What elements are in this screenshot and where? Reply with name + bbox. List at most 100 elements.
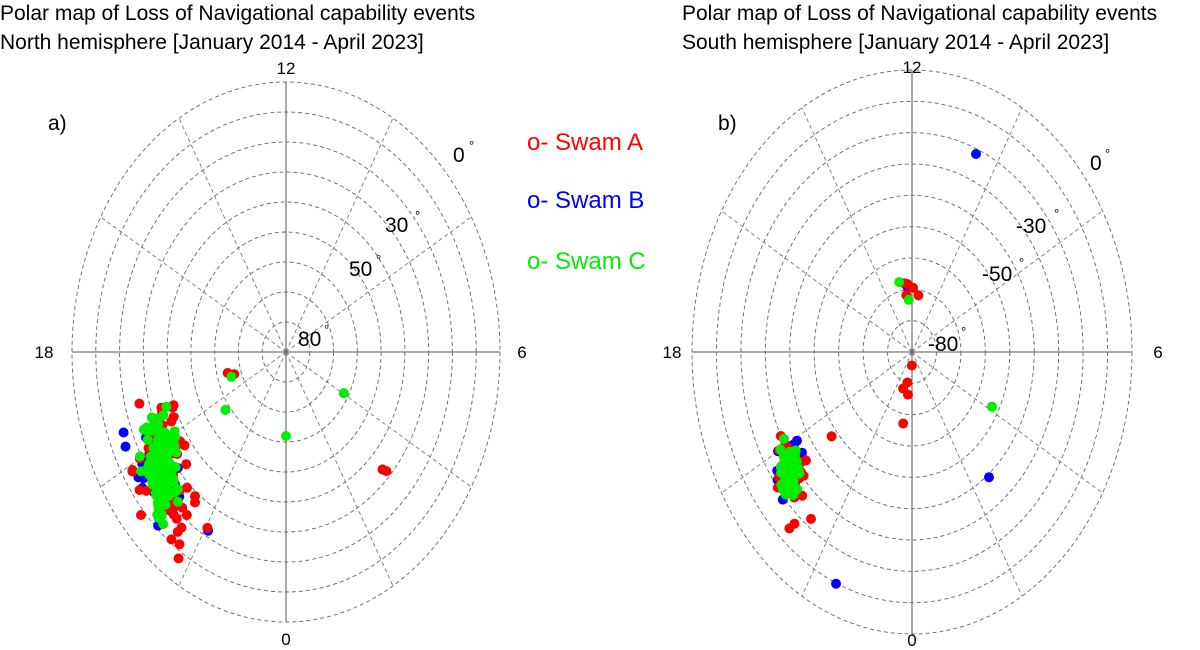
event-point-swam-c <box>136 466 147 477</box>
event-point-swam-a <box>202 522 213 533</box>
hour-label-12: 12 <box>277 59 296 78</box>
event-point-swam-a <box>902 377 913 388</box>
latitude-ring <box>166 201 406 503</box>
latitude-labels: 0 ° 30 ° 50 ° 80 ° <box>298 138 474 351</box>
latitude-ring <box>142 171 430 533</box>
event-point-swam-c <box>156 462 166 473</box>
hour-label-12: 12 <box>903 58 922 77</box>
legend-item-swam-b: o- Swam B <box>527 187 644 214</box>
radial-gridline <box>178 351 287 586</box>
event-point-swam-c <box>786 466 797 477</box>
radial-gridline <box>801 351 913 597</box>
hour-label-0: 0 <box>281 630 290 649</box>
event-point-swam-c <box>135 451 145 462</box>
event-point-swam-b <box>792 435 802 446</box>
legend: o- Swam A o- Swam B o- Swam C <box>527 129 646 275</box>
event-point-swam-b <box>984 472 994 483</box>
hour-label-0: 0 <box>907 631 916 650</box>
event-point-swam-a <box>168 509 179 520</box>
degree-mark: ° <box>469 138 474 153</box>
event-point-swam-a <box>173 553 184 564</box>
degree-mark: ° <box>324 322 329 337</box>
event-point-swam-c <box>160 499 171 510</box>
radial-gridline <box>100 351 287 488</box>
event-point-swam-b <box>831 578 841 589</box>
hour-label-6: 6 <box>517 343 526 362</box>
latitude-ring <box>71 81 501 623</box>
event-point-swam-c <box>154 493 165 504</box>
plot-title-line-2: North hemisphere [January 2014 - April 2… <box>0 31 424 54</box>
radial-gridline <box>285 216 472 353</box>
event-point-swam-a <box>134 398 145 409</box>
event-point-swam-c <box>152 509 163 520</box>
event-point-swam-c <box>778 433 789 444</box>
radial-gridline <box>721 210 913 353</box>
polar-plot-north: Polar map of Loss of Navigational capabi… <box>0 2 527 649</box>
event-point-swam-a <box>181 510 192 520</box>
event-point-swam-c <box>144 458 155 469</box>
latitude-ring <box>838 257 986 447</box>
latitude-ring <box>261 321 311 383</box>
event-point-swam-a <box>908 282 918 293</box>
latitude-ring <box>214 261 358 443</box>
event-point-swam-c <box>784 476 794 486</box>
event-point-swam-a <box>381 466 392 477</box>
latitude-ring <box>740 132 1084 572</box>
degree-mark: ° <box>415 208 420 223</box>
latitude-ring <box>862 288 962 416</box>
event-points <box>772 149 997 589</box>
event-point-swam-b <box>120 441 131 452</box>
latitude-ring <box>813 226 1011 478</box>
degree-mark: ° <box>1019 255 1024 270</box>
polar-grid <box>691 69 1133 635</box>
lat-label-minus-80: -80 <box>928 333 958 356</box>
radial-gridline <box>911 351 1023 597</box>
event-point-swam-c <box>169 440 180 451</box>
event-point-swam-a <box>913 290 924 301</box>
event-point-swam-c <box>172 484 183 495</box>
panel-label: b) <box>718 112 737 135</box>
event-point-swam-c <box>161 401 172 412</box>
event-point-swam-a <box>789 518 800 529</box>
radial-gridline <box>178 118 287 353</box>
radial-gridline <box>911 351 1103 494</box>
latitude-ring <box>190 231 382 473</box>
event-point-swam-c <box>142 434 153 445</box>
event-point-swam-c <box>148 443 159 453</box>
event-point-swam-a <box>190 491 200 502</box>
event-point-swam-c <box>784 488 795 499</box>
lat-label-80: 80 <box>298 328 321 351</box>
event-point-swam-b <box>118 427 129 438</box>
event-point-swam-a <box>181 459 192 470</box>
event-point-swam-c <box>778 451 789 462</box>
event-point-swam-c <box>793 465 804 476</box>
hour-labels: 12 18 6 0 <box>35 59 527 649</box>
latitude-ring <box>95 111 477 593</box>
event-point-swam-a <box>806 513 816 524</box>
event-point-swam-a <box>168 412 179 423</box>
polar-plot-south: Polar map of Loss of Navigational capabi… <box>663 2 1163 650</box>
lat-label-0: 0 <box>453 144 465 167</box>
panel-label: a) <box>48 112 67 135</box>
radial-gridline <box>721 351 913 494</box>
radial-gridline <box>911 210 1103 353</box>
radial-gridline <box>911 107 1023 353</box>
latitude-ring <box>119 141 453 563</box>
latitude-labels: 0 ° -30 ° -50 ° -80 ° <box>928 146 1110 356</box>
radial-gridline <box>801 107 913 353</box>
radial-gridline <box>285 351 394 586</box>
event-point-swam-a <box>182 482 192 493</box>
lat-label-0: 0 <box>1090 152 1102 175</box>
hour-label-18: 18 <box>663 343 682 362</box>
radial-gridline <box>285 118 394 353</box>
event-point-swam-c <box>158 410 169 421</box>
lat-label-30: 30 <box>385 214 408 237</box>
event-point-swam-a <box>136 510 146 520</box>
legend-item-swam-a: o- Swam A <box>527 129 643 156</box>
event-point-swam-c <box>987 401 997 412</box>
event-point-swam-c <box>152 434 163 445</box>
event-point-swam-c <box>338 388 349 399</box>
radial-gridline <box>285 351 472 488</box>
event-point-swam-c <box>894 277 905 288</box>
